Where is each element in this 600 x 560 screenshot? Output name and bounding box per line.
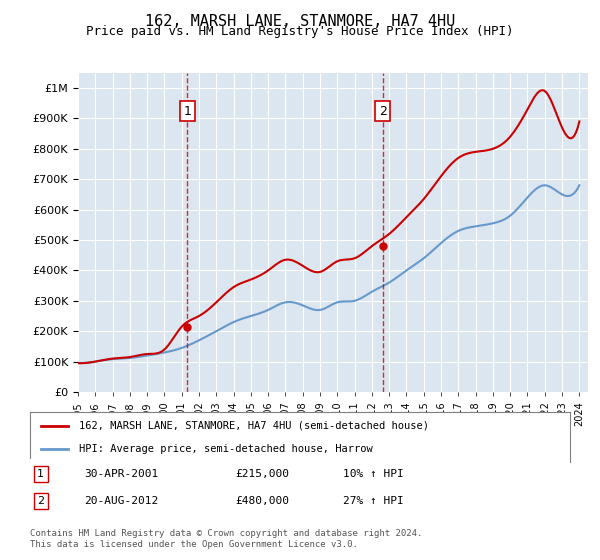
Text: 162, MARSH LANE, STANMORE, HA7 4HU: 162, MARSH LANE, STANMORE, HA7 4HU bbox=[145, 14, 455, 29]
Text: 10% ↑ HPI: 10% ↑ HPI bbox=[343, 469, 404, 479]
Text: 30-APR-2001: 30-APR-2001 bbox=[84, 469, 158, 479]
Text: £215,000: £215,000 bbox=[235, 469, 289, 479]
Text: 1: 1 bbox=[184, 105, 191, 118]
Text: 1: 1 bbox=[37, 469, 44, 479]
Text: 2: 2 bbox=[37, 496, 44, 506]
Text: Contains HM Land Registry data © Crown copyright and database right 2024.
This d: Contains HM Land Registry data © Crown c… bbox=[30, 529, 422, 549]
Text: HPI: Average price, semi-detached house, Harrow: HPI: Average price, semi-detached house,… bbox=[79, 445, 373, 454]
Text: Price paid vs. HM Land Registry's House Price Index (HPI): Price paid vs. HM Land Registry's House … bbox=[86, 25, 514, 38]
Text: 2: 2 bbox=[379, 105, 387, 118]
Text: 27% ↑ HPI: 27% ↑ HPI bbox=[343, 496, 404, 506]
Text: 20-AUG-2012: 20-AUG-2012 bbox=[84, 496, 158, 506]
Text: £480,000: £480,000 bbox=[235, 496, 289, 506]
Text: 162, MARSH LANE, STANMORE, HA7 4HU (semi-detached house): 162, MARSH LANE, STANMORE, HA7 4HU (semi… bbox=[79, 421, 428, 431]
